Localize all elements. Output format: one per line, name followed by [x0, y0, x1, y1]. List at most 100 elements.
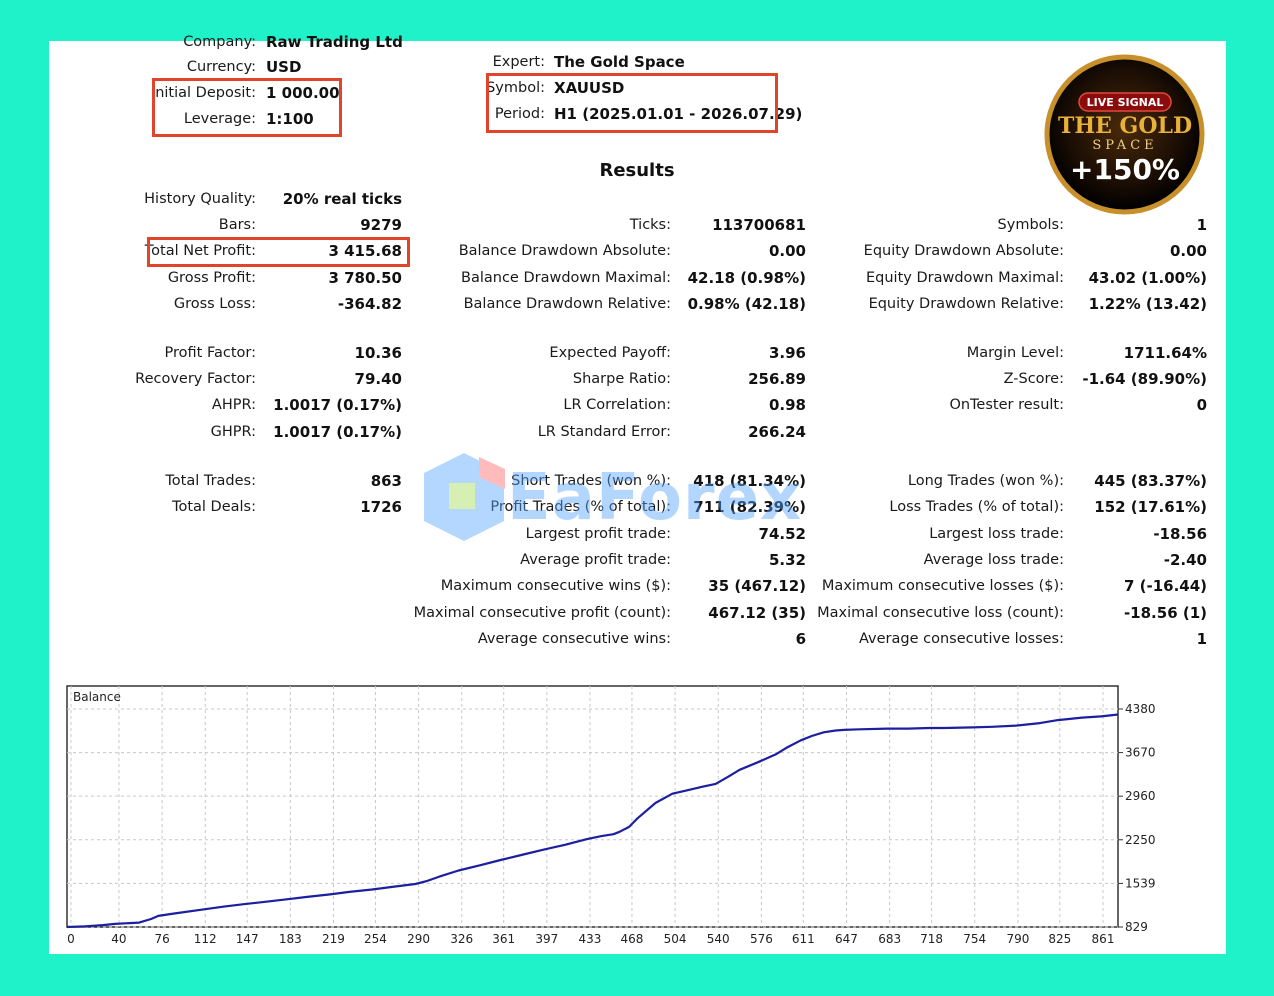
long-trades-value: 445 (83.37%)	[1094, 472, 1207, 490]
results-title: Results	[599, 160, 675, 181]
ahpr-label: AHPR:	[211, 397, 256, 413]
watermark-text: EaForex	[507, 461, 803, 535]
gross-loss-label: Gross Loss:	[173, 296, 256, 312]
balance-dd-max-label: Balance Drawdown Maximal:	[461, 270, 671, 286]
chart-y-tick-label: 2960	[1125, 789, 1156, 803]
chart-x-tick-label: 540	[707, 932, 730, 946]
total-trades-label: Total Trades:	[165, 473, 256, 489]
long-trades-label: Long Trades (won %):	[907, 473, 1064, 489]
history-quality-label: History Quality:	[144, 191, 256, 207]
chart-x-tick-label: 468	[620, 932, 643, 946]
chart-x-tick-label: 76	[154, 932, 169, 946]
history-quality-value: 20% real ticks	[282, 190, 402, 208]
equity-dd-rel-label: Equity Drawdown Relative:	[868, 296, 1064, 312]
chart-x-tick-label: 290	[407, 932, 430, 946]
ticks-label: Ticks:	[629, 217, 671, 233]
balance-dd-rel-label: Balance Drawdown Relative:	[463, 296, 671, 312]
deposit-highlight-box	[152, 78, 342, 137]
chart-x-tick-label: 361	[492, 932, 515, 946]
eaforex-watermark: EaForex	[419, 449, 859, 545]
profit-factor-label: Profit Factor:	[164, 345, 256, 361]
avg-consec-losses-value: 1	[1196, 630, 1207, 648]
average-profit-value: 5.32	[768, 551, 806, 569]
currency-value: USD	[266, 58, 302, 76]
avg-consec-wins-value: 6	[795, 630, 806, 648]
ghpr-value: 1.0017 (0.17%)	[273, 423, 402, 441]
leverage-value: 1:100	[266, 110, 314, 128]
ticks-value: 113700681	[712, 216, 806, 234]
max-consec-wins-label: Maximum consecutive wins ($):	[440, 578, 671, 594]
maximal-consec-profit-value: 467.12 (35)	[708, 604, 806, 622]
loss-trades-value: 152 (17.61%)	[1094, 498, 1207, 516]
chart-x-tick-label: 183	[279, 932, 302, 946]
profit-factor-value: 10.36	[354, 344, 402, 362]
chart-x-tick-label: 790	[1006, 932, 1029, 946]
chart-x-tick-label: 397	[535, 932, 558, 946]
company-value: Raw Trading Ltd	[266, 33, 403, 51]
chart-x-tick-label: 683	[878, 932, 901, 946]
chart-x-tick-label: 147	[236, 932, 259, 946]
symbols-value: 1	[1196, 216, 1207, 234]
chart-x-tick-label: 611	[792, 932, 815, 946]
equity-dd-abs-value: 0.00	[1169, 242, 1207, 260]
chart-x-tick-label: 861	[1092, 932, 1115, 946]
recovery-factor-label: Recovery Factor:	[135, 371, 256, 387]
badge-pill	[1078, 92, 1172, 112]
chart-y-tick-label: 4380	[1125, 702, 1156, 716]
total-net-profit-value: 3 415.68	[328, 242, 402, 260]
badge-gain: +150%	[1070, 153, 1180, 186]
total-net-profit-label: Total Net Profit:	[144, 243, 256, 259]
max-consec-wins-value: 35 (467.12)	[708, 577, 806, 595]
bars-label: Bars:	[218, 217, 256, 233]
gross-profit-label: Gross Profit:	[167, 270, 256, 286]
symbols-label: Symbols:	[997, 217, 1064, 233]
chart-y-tick-label: 2250	[1125, 833, 1156, 847]
chart-y-tick-label: 1539	[1125, 876, 1156, 890]
total-trades-value: 863	[370, 472, 402, 490]
balance-series-line	[66, 713, 1119, 929]
chart-x-tick-label: 0	[67, 932, 75, 946]
max-consec-losses-label: Maximum consecutive losses ($):	[821, 578, 1064, 594]
profit-trades-value: 711 (82.39%)	[693, 498, 806, 516]
badge-top-text: LIVE SIGNAL	[1087, 96, 1164, 109]
balance-dd-abs-value: 0.00	[768, 242, 806, 260]
total-deals-value: 1726	[360, 498, 402, 516]
ontester-value: 0	[1196, 396, 1207, 414]
chart-plot-area	[66, 685, 1119, 928]
expected-payoff-value: 3.96	[768, 344, 806, 362]
chart-x-tick-label: 647	[835, 932, 858, 946]
largest-profit-label: Largest profit trade:	[525, 526, 671, 542]
chart-x-tick-label: 754	[963, 932, 986, 946]
chart-y-tick-label: 829	[1125, 920, 1148, 934]
ontester-label: OnTester result:	[949, 397, 1064, 413]
short-trades-label: Short Trades (won %):	[511, 473, 671, 489]
sharpe-value: 256.89	[748, 370, 806, 388]
average-loss-label: Average loss trade:	[923, 552, 1064, 568]
recovery-factor-value: 79.40	[354, 370, 402, 388]
leverage-label: Leverage:	[183, 111, 256, 127]
ghpr-label: GHPR:	[210, 424, 256, 440]
z-score-value: -1.64 (89.90%)	[1082, 370, 1207, 388]
balance-dd-abs-label: Balance Drawdown Absolute:	[458, 243, 671, 259]
symbol-label: Symbol:	[486, 80, 545, 96]
expected-payoff-label: Expected Payoff:	[549, 345, 671, 361]
gross-profit-value: 3 780.50	[328, 269, 402, 287]
chart-x-tick-label: 576	[750, 932, 773, 946]
lr-std-error-label: LR Standard Error:	[537, 424, 671, 440]
average-profit-label: Average profit trade:	[520, 552, 671, 568]
badge-line2: SPACE	[1092, 138, 1157, 153]
z-score-label: Z-Score:	[1003, 371, 1064, 387]
sharpe-label: Sharpe Ratio:	[572, 371, 671, 387]
balance-dd-rel-value: 0.98% (42.18)	[687, 295, 806, 313]
period-value: H1 (2025.01.01 - 2026.07.29)	[554, 105, 803, 123]
margin-level-value: 1711.64%	[1123, 344, 1207, 362]
expert-value: The Gold Space	[554, 53, 685, 71]
largest-loss-value: -18.56	[1153, 525, 1207, 543]
chart-y-tick-label: 3670	[1125, 746, 1156, 760]
period-label: Period:	[494, 106, 545, 122]
gross-loss-value: -364.82	[337, 295, 402, 313]
margin-level-label: Margin Level:	[966, 345, 1064, 361]
bars-value: 9279	[360, 216, 402, 234]
balance-dd-max-value: 42.18 (0.98%)	[687, 269, 806, 287]
max-consec-losses-value: 7 (-16.44)	[1123, 577, 1207, 595]
